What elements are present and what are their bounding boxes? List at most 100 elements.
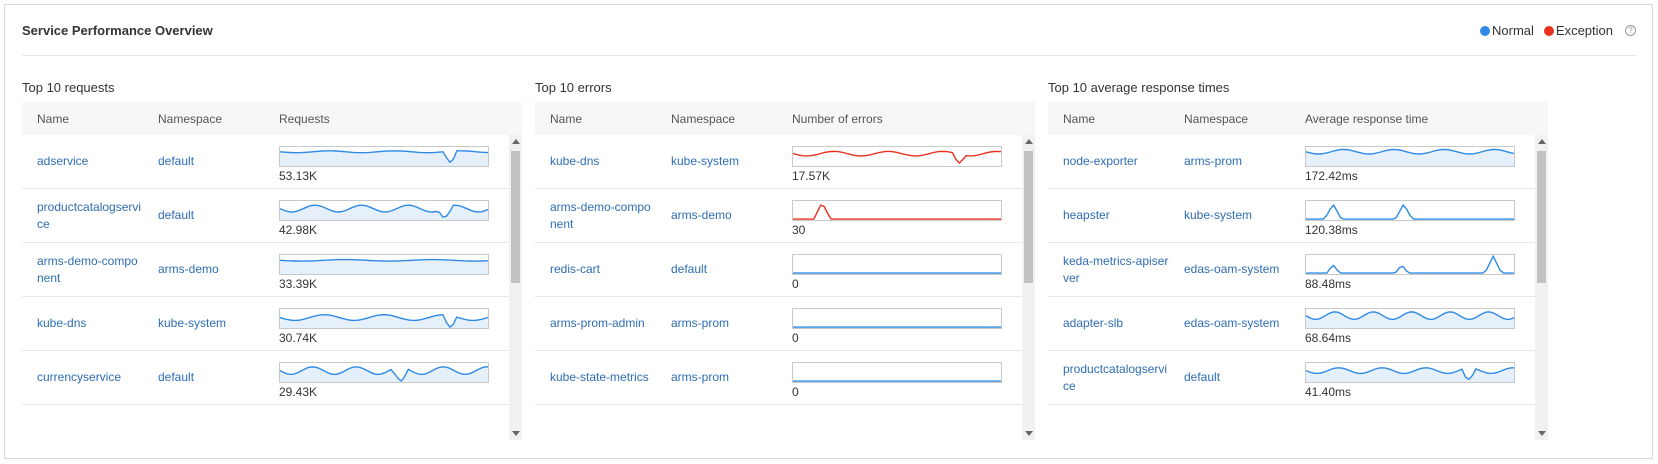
sparkline-area <box>1306 367 1514 382</box>
column-header: Name <box>37 111 70 126</box>
table-row: redis-cart default 0 <box>535 243 1035 297</box>
legend-exception[interactable]: Exception <box>1543 23 1613 38</box>
sparkline <box>1305 200 1515 221</box>
service-name-link[interactable]: productcatalogservice <box>1063 361 1168 393</box>
column-header: Namespace <box>671 111 736 126</box>
sparkline-line <box>279 313 489 329</box>
scroll-down-arrow-icon[interactable] <box>1025 431 1033 436</box>
service-name-link[interactable]: arms-demo-component <box>550 199 651 231</box>
service-name-link[interactable]: productcatalogservice <box>37 199 142 231</box>
service-name-link[interactable]: kube-dns <box>37 316 87 330</box>
header-divider <box>22 55 1636 56</box>
metric-cell: 172.42ms <box>1290 140 1530 183</box>
column-header: Namespace <box>158 111 223 126</box>
table-scrollbar[interactable] <box>1535 135 1548 440</box>
column-header: Requests <box>279 111 330 126</box>
metric-cell: 0 <box>777 302 1017 345</box>
namespace-link[interactable]: arms-prom <box>1184 154 1243 168</box>
top-requests-panel: Top 10 requests Name Namespace Requests adse… <box>22 80 522 440</box>
scroll-thumb[interactable] <box>1024 151 1033 283</box>
legend-exception-dot <box>1543 25 1554 36</box>
sparkline-frame <box>792 200 1002 221</box>
table-header: Name Namespace Average response time <box>1048 102 1548 135</box>
namespace-link[interactable]: arms-demo <box>158 262 219 276</box>
namespace-link[interactable]: default <box>158 154 195 168</box>
metric-cell: 30.74K <box>264 302 504 345</box>
scroll-up-arrow-icon[interactable] <box>1538 139 1546 144</box>
sparkline <box>279 308 489 329</box>
metric-cell: 53.13K <box>264 140 504 183</box>
legend-normal[interactable]: Normal <box>1480 23 1534 38</box>
service-name-link[interactable]: kube-state-metrics <box>550 370 649 384</box>
table-body: kube-dns kube-system 17.57K arms-demo-compo… <box>535 135 1035 440</box>
table-body: node-exporter arms-prom 172.42ms heapster ku… <box>1048 135 1548 440</box>
service-name-link[interactable]: redis-cart <box>550 262 601 276</box>
service-performance-card: Service Performance Overview Normal Exce… <box>4 4 1653 459</box>
namespace-link[interactable]: default <box>671 262 708 276</box>
namespace-link[interactable]: default <box>158 208 195 222</box>
metric-cell: 30 <box>777 194 1017 237</box>
service-name-link[interactable]: arms-demo-component <box>37 253 138 285</box>
namespace-link[interactable]: edas-oam-system <box>1184 262 1280 276</box>
namespace-link[interactable]: default <box>158 370 195 384</box>
legend-normal-dot <box>1480 25 1490 36</box>
table-body: adservice default 53.13K productcatalogserv… <box>22 135 522 440</box>
service-name-link[interactable]: arms-prom-admin <box>550 316 645 330</box>
metric-cell: 68.64ms <box>1290 302 1530 345</box>
service-name-link[interactable]: currencyservice <box>37 370 122 384</box>
sparkline <box>792 200 1002 221</box>
service-name-link[interactable]: adservice <box>37 154 89 168</box>
namespace-link[interactable]: default <box>1184 370 1221 384</box>
namespace-link[interactable]: edas-oam-system <box>1184 316 1280 330</box>
table-row: arms-prom-admin arms-prom 0 <box>535 297 1035 351</box>
service-name-link[interactable]: keda-metrics-apiserver <box>1063 253 1169 285</box>
sparkline-area <box>280 259 488 274</box>
scroll-down-arrow-icon[interactable] <box>1538 431 1546 436</box>
service-name-link[interactable]: adapter-slb <box>1063 316 1124 330</box>
sparkline-area <box>280 150 488 166</box>
service-name-link[interactable]: node-exporter <box>1063 154 1138 168</box>
namespace-link[interactable]: kube-system <box>158 316 227 330</box>
table-row: kube-dns kube-system 30.74K <box>22 297 522 351</box>
namespace-link[interactable]: arms-prom <box>671 316 730 330</box>
namespace-link[interactable]: kube-system <box>1184 208 1253 222</box>
scroll-down-arrow-icon[interactable] <box>512 431 520 436</box>
namespace-link[interactable]: kube-system <box>671 154 740 168</box>
metric-cell: 88.48ms <box>1290 248 1530 291</box>
metric-value: 17.57K <box>792 169 831 183</box>
sparkline <box>279 146 489 167</box>
table-scrollbar[interactable] <box>509 135 522 440</box>
metric-cell: 41.40ms <box>1290 356 1530 399</box>
legend-normal-label: Normal <box>1492 23 1534 38</box>
namespace-link[interactable]: arms-demo <box>671 208 732 222</box>
service-name-link[interactable]: heapster <box>1063 208 1110 222</box>
table-row: adservice default 53.13K <box>22 135 522 189</box>
table-row: productcatalogservice default 42.98K <box>22 189 522 243</box>
table-row: arms-demo-component arms-demo 33.39K <box>22 243 522 297</box>
sparkline <box>1305 254 1515 275</box>
card-title: Service Performance Overview <box>22 23 213 38</box>
metric-cell: 120.38ms <box>1290 194 1530 237</box>
scroll-thumb[interactable] <box>1537 151 1546 283</box>
scroll-thumb[interactable] <box>511 151 520 283</box>
table-scrollbar[interactable] <box>1022 135 1035 440</box>
sparkline-frame <box>1305 254 1515 275</box>
scroll-up-arrow-icon[interactable] <box>512 139 520 144</box>
ranking-table: Name Namespace Number of errors kube-dns kub… <box>535 102 1035 440</box>
table-row: keda-metrics-apiserver edas-oam-system 88.… <box>1048 243 1548 297</box>
table-row: kube-state-metrics arms-prom 0 <box>535 351 1035 405</box>
metric-value: 41.40ms <box>1305 385 1352 399</box>
legend: Normal Exception ? <box>1480 23 1636 38</box>
namespace-link[interactable]: arms-prom <box>671 370 730 384</box>
metric-value: 0 <box>792 277 799 291</box>
help-icon[interactable]: ? <box>1625 25 1636 36</box>
sparkline-line <box>1305 311 1515 321</box>
scroll-up-arrow-icon[interactable] <box>1025 139 1033 144</box>
service-name-link[interactable]: kube-dns <box>550 154 600 168</box>
metric-value: 53.13K <box>279 169 318 183</box>
sparkline-line <box>279 366 489 383</box>
table-header: Name Namespace Requests <box>22 102 522 135</box>
sparkline-area <box>1306 311 1514 328</box>
table-row: kube-dns kube-system 17.57K <box>535 135 1035 189</box>
panel-title: Top 10 requests <box>22 80 115 95</box>
